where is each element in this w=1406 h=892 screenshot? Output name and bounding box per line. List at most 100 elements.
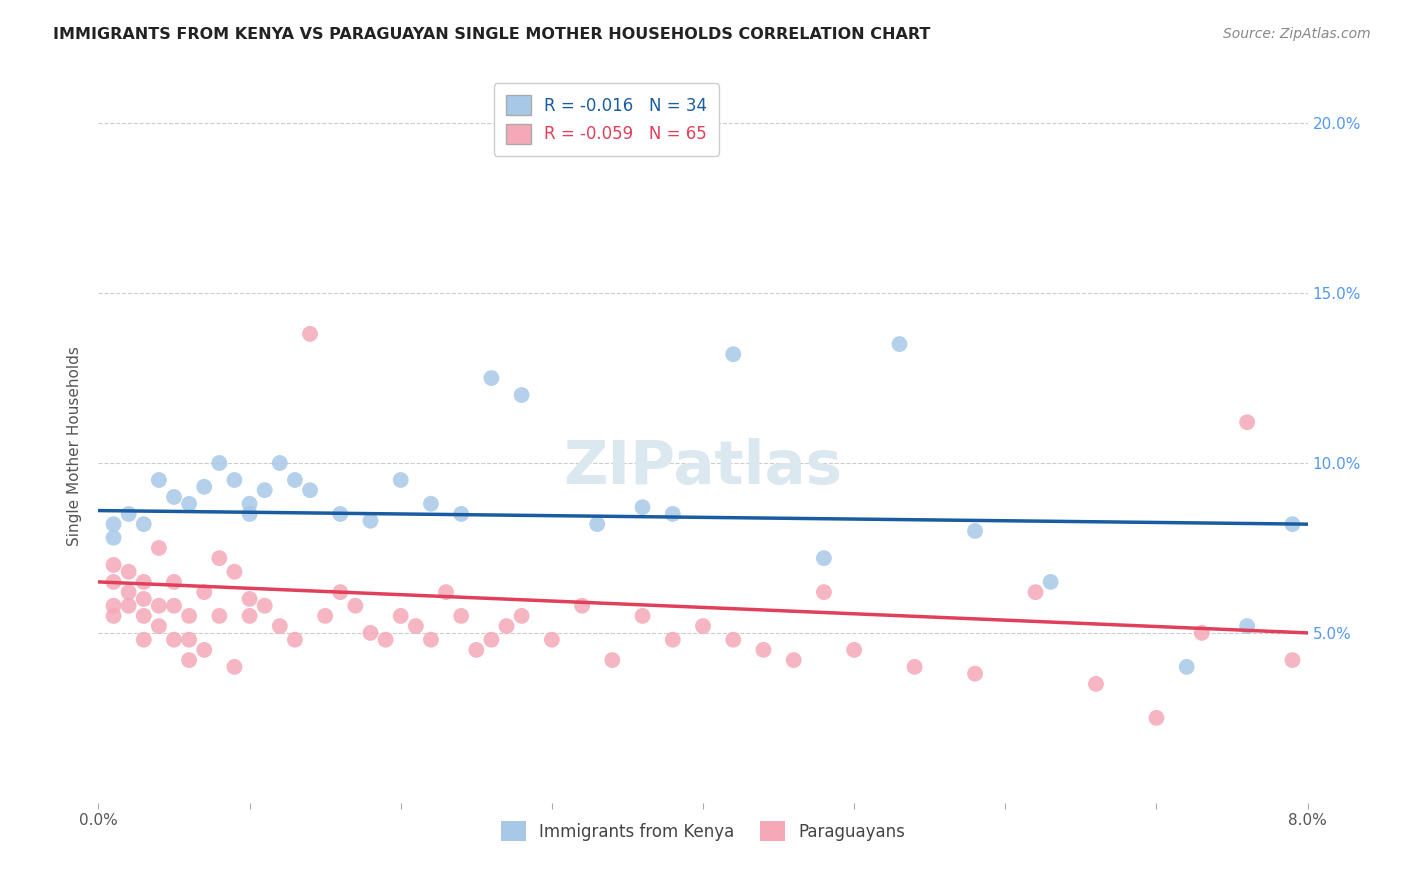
Point	[179, 632, 201, 647]
Point	[1146, 711, 1168, 725]
Point	[132, 517, 155, 532]
Point	[253, 483, 276, 498]
Point	[889, 337, 911, 351]
Text: ZIPatlas: ZIPatlas	[564, 438, 842, 497]
Point	[208, 456, 231, 470]
Point	[103, 531, 125, 545]
Point	[571, 599, 593, 613]
Point	[783, 653, 806, 667]
Point	[239, 608, 262, 623]
Point	[284, 473, 307, 487]
Point	[481, 371, 503, 385]
Point	[344, 599, 367, 613]
Point	[374, 632, 396, 647]
Point	[224, 473, 246, 487]
Point	[661, 632, 683, 647]
Point	[965, 666, 987, 681]
Point	[1281, 517, 1303, 532]
Point	[163, 632, 186, 647]
Point	[284, 632, 307, 647]
Point	[389, 608, 412, 623]
Point	[360, 626, 382, 640]
Point	[631, 500, 654, 515]
Point	[965, 524, 987, 538]
Point	[481, 632, 503, 647]
Point	[179, 497, 201, 511]
Point	[1085, 677, 1108, 691]
Point	[1039, 574, 1062, 589]
Point	[540, 632, 562, 647]
Point	[103, 574, 125, 589]
Y-axis label: Single Mother Households: Single Mother Households	[67, 346, 83, 546]
Point	[420, 632, 443, 647]
Point	[1281, 653, 1303, 667]
Point	[510, 388, 533, 402]
Point	[269, 619, 291, 633]
Point	[208, 551, 231, 566]
Legend: Immigrants from Kenya, Paraguayans: Immigrants from Kenya, Paraguayans	[495, 814, 911, 848]
Point	[904, 660, 927, 674]
Point	[752, 643, 775, 657]
Point	[118, 585, 141, 599]
Text: Source: ZipAtlas.com: Source: ZipAtlas.com	[1223, 27, 1371, 41]
Point	[465, 643, 488, 657]
Point	[193, 585, 215, 599]
Point	[450, 608, 472, 623]
Point	[844, 643, 866, 657]
Point	[163, 490, 186, 504]
Point	[1236, 619, 1258, 633]
Point	[239, 591, 262, 606]
Text: IMMIGRANTS FROM KENYA VS PARAGUAYAN SINGLE MOTHER HOUSEHOLDS CORRELATION CHART: IMMIGRANTS FROM KENYA VS PARAGUAYAN SING…	[53, 27, 931, 42]
Point	[253, 599, 276, 613]
Point	[103, 517, 125, 532]
Point	[813, 585, 835, 599]
Point	[132, 632, 155, 647]
Point	[631, 608, 654, 623]
Point	[103, 608, 125, 623]
Point	[179, 653, 201, 667]
Point	[360, 514, 382, 528]
Point	[103, 599, 125, 613]
Point	[118, 599, 141, 613]
Point	[239, 507, 262, 521]
Point	[163, 599, 186, 613]
Point	[132, 591, 155, 606]
Point	[148, 599, 170, 613]
Point	[723, 347, 745, 361]
Point	[118, 565, 141, 579]
Point	[420, 497, 443, 511]
Point	[179, 608, 201, 623]
Point	[103, 558, 125, 572]
Point	[193, 643, 215, 657]
Point	[208, 608, 231, 623]
Point	[510, 608, 533, 623]
Point	[329, 585, 352, 599]
Point	[1191, 626, 1213, 640]
Point	[193, 480, 215, 494]
Point	[723, 632, 745, 647]
Point	[132, 574, 155, 589]
Point	[299, 326, 322, 341]
Point	[405, 619, 427, 633]
Point	[329, 507, 352, 521]
Point	[602, 653, 624, 667]
Point	[314, 608, 336, 623]
Point	[148, 473, 170, 487]
Point	[269, 456, 291, 470]
Point	[148, 541, 170, 555]
Point	[148, 619, 170, 633]
Point	[163, 574, 186, 589]
Point	[1025, 585, 1047, 599]
Point	[661, 507, 683, 521]
Point	[692, 619, 714, 633]
Point	[239, 497, 262, 511]
Point	[224, 660, 246, 674]
Point	[434, 585, 457, 599]
Point	[389, 473, 412, 487]
Point	[299, 483, 322, 498]
Point	[1236, 415, 1258, 429]
Point	[118, 507, 141, 521]
Point	[450, 507, 472, 521]
Point	[1175, 660, 1198, 674]
Point	[132, 608, 155, 623]
